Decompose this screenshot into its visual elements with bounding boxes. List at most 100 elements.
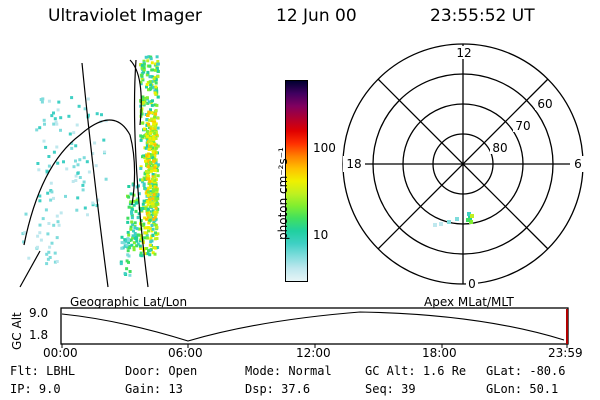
emission-pixel	[148, 75, 152, 79]
emission-pixel	[142, 66, 146, 70]
emission-pixel	[149, 55, 153, 59]
emission-pixel	[150, 75, 154, 79]
emission-pixel	[154, 169, 157, 173]
emission-pixel	[52, 223, 56, 227]
emission-pixel	[153, 103, 157, 107]
emission-pixel	[129, 200, 133, 204]
emission-pixel	[133, 226, 137, 230]
emission-pixel	[146, 200, 150, 204]
emission-pixel	[126, 237, 130, 241]
emission-pixel	[37, 168, 41, 172]
emission-pixel	[146, 81, 150, 84]
emission-pixel	[153, 175, 157, 179]
emission-pixel	[147, 249, 150, 253]
emission-pixel	[132, 241, 136, 245]
emission-pixel	[147, 155, 151, 158]
emission-pixel	[82, 180, 86, 184]
emission-pixel	[151, 175, 155, 179]
emission-pixel	[149, 182, 153, 186]
emission-pixel	[150, 166, 154, 170]
emission-pixel	[38, 126, 42, 130]
emission-pixel	[152, 183, 156, 187]
emission-pixel	[156, 62, 160, 66]
emission-pixel	[151, 197, 155, 201]
emission-pixel	[152, 140, 156, 143]
emission-pixel	[154, 146, 158, 150]
emission-pixel	[139, 219, 143, 222]
emission-pixel	[41, 217, 45, 221]
emission-pixel	[144, 146, 148, 150]
emission-pixel	[153, 237, 157, 241]
emission-pixel	[83, 206, 87, 210]
status-glon: GLon: 50.1	[486, 382, 559, 396]
emission-pixel	[142, 127, 146, 131]
track-axis-label: GC Alt	[10, 312, 24, 350]
emission-pixel	[65, 167, 69, 171]
emission-pixel	[83, 107, 87, 111]
emission-pixel	[154, 137, 158, 140]
emission-pixel	[151, 156, 155, 160]
emission-pixel	[48, 256, 52, 259]
emission-pixel	[39, 98, 43, 101]
emission-pixel	[132, 229, 135, 233]
emission-pixel	[144, 187, 148, 191]
emission-pixel	[142, 62, 146, 66]
emission-pixel	[149, 205, 153, 208]
emission-pixel	[137, 212, 141, 216]
emission-pixel	[153, 120, 157, 124]
emission-pixel	[150, 141, 154, 145]
status-dsp: Dsp: 37.6	[245, 382, 311, 396]
emission-pixel	[152, 137, 156, 141]
emission-pixel	[149, 125, 153, 129]
emission-pixel	[146, 203, 150, 207]
emission-pixel	[56, 108, 60, 112]
polar-emission-pixel	[439, 222, 443, 226]
emission-pixel	[56, 220, 60, 224]
lat-label-80: 80	[492, 141, 507, 155]
emission-pixel	[148, 210, 152, 214]
emission-pixel	[74, 174, 78, 178]
emission-pixel	[154, 223, 158, 227]
emission-pixel	[119, 260, 123, 264]
emission-pixel	[143, 134, 147, 137]
emission-pixel	[56, 161, 60, 165]
emission-pixel	[154, 161, 158, 165]
emission-pixel	[148, 201, 152, 204]
emission-pixel	[156, 208, 160, 211]
emission-pixel	[139, 208, 143, 212]
emission-pixel	[156, 116, 160, 120]
emission-pixel	[146, 114, 150, 117]
emission-pixel	[52, 111, 55, 115]
emission-pixel	[75, 123, 79, 127]
emission-pixel	[147, 186, 151, 190]
polar-aurora-spot	[433, 212, 474, 227]
emission-pixel	[36, 245, 39, 249]
emission-pixel	[141, 99, 145, 103]
polar-emission-pixel	[447, 220, 451, 224]
emission-pixel	[131, 234, 135, 238]
emission-pixel	[154, 112, 158, 116]
emission-pixel	[123, 272, 127, 276]
emission-pixel	[141, 155, 144, 159]
emission-pixel	[54, 120, 58, 124]
emission-pixel	[130, 207, 134, 211]
emission-pixel	[103, 150, 107, 154]
emission-pixel	[154, 178, 158, 182]
emission-pixel	[155, 169, 159, 173]
emission-pixel	[156, 174, 160, 178]
emission-pixel	[62, 160, 65, 164]
emission-pixel	[146, 165, 150, 169]
emission-pixel	[156, 232, 160, 236]
emission-pixel	[131, 223, 135, 226]
emission-pixel	[154, 151, 158, 154]
emission-pixel	[67, 114, 71, 118]
emission-pixel	[140, 63, 144, 67]
emission-pixel	[145, 154, 149, 158]
geographic-image-panel	[19, 55, 160, 288]
emission-pixel	[142, 68, 146, 72]
emission-pixel	[152, 77, 156, 80]
emission-pixel	[147, 118, 151, 122]
emission-pixel	[139, 178, 142, 182]
emission-pixel	[138, 244, 142, 248]
